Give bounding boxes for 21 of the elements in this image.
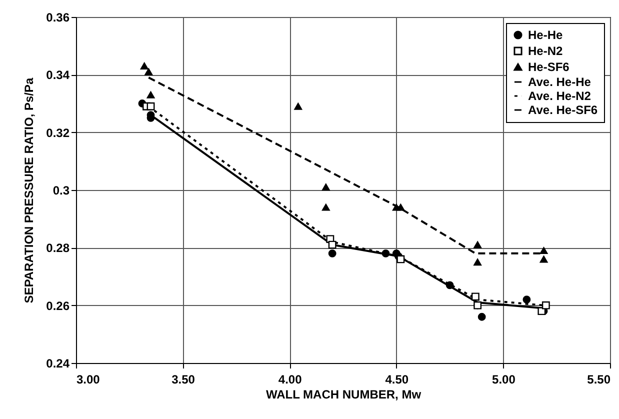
x-tick-label: 4.50 — [385, 372, 409, 386]
x-tick-label: 5.50 — [587, 372, 611, 386]
legend-label: He-He — [528, 28, 563, 42]
legend-label: Ave. He-SF6 — [528, 103, 598, 117]
legend-label: He-N2 — [528, 44, 563, 58]
y-axis-title: SEPARATION PRESSURE RATIO, Ps/Pa — [22, 77, 36, 304]
y-tick-label: 0.3 — [52, 184, 70, 198]
x-tick-label: 3.00 — [76, 372, 100, 386]
y-tick-label: 0.24 — [46, 356, 70, 370]
legend-label: He-SF6 — [528, 60, 570, 74]
legend-label: Ave. He-N2 — [528, 89, 592, 103]
y-tick-label: 0.28 — [46, 241, 70, 256]
y-tick-label: 0.26 — [46, 298, 70, 313]
legend-label: Ave. He-He — [528, 75, 592, 89]
x-tick-label: 3.50 — [172, 372, 196, 386]
x-axis-title: WALL MACH NUMBER, Mw — [266, 388, 422, 402]
y-tick-label: 0.36 — [46, 10, 70, 24]
y-tick-label: 0.34 — [46, 68, 70, 82]
x-tick-label: 4.00 — [278, 372, 302, 386]
y-tick-label: 0.32 — [46, 126, 70, 140]
x-tick-label: 5.00 — [492, 372, 516, 386]
